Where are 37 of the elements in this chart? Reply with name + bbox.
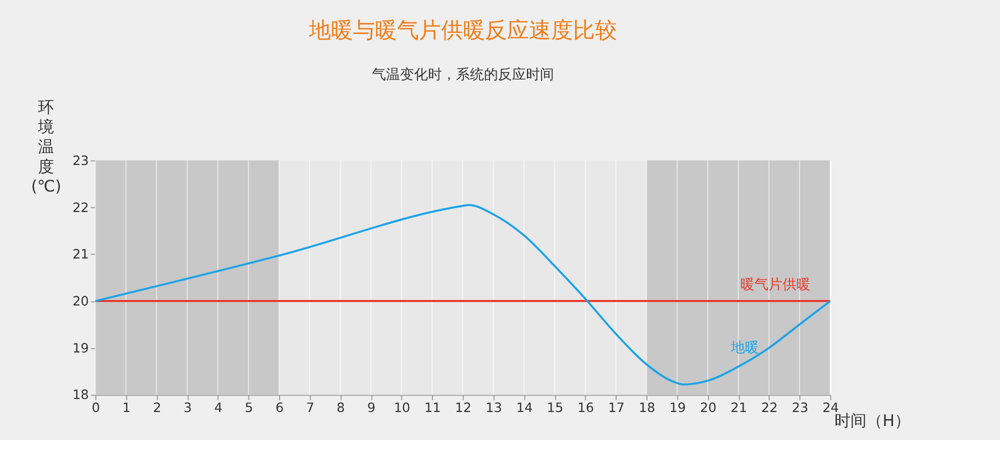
x-tick-label: 17 [608,401,625,416]
x-tick-label: 15 [546,401,564,416]
y-axis-title: 环境温度(℃) [31,97,62,196]
x-tick-label: 16 [578,401,594,416]
x-tick-label: 6 [275,401,284,416]
x-tick-label: 1 [122,401,131,416]
x-tick-label: 3 [184,401,192,416]
x-tick-label: 18 [638,401,656,416]
line-series [94,204,832,386]
x-tick-label: 14 [516,401,533,416]
x-axis-title: 时间（H） [834,411,911,430]
x-tick-label: 22 [761,401,778,416]
chart-title: 地暖与暖气片供暖反应速度比较 [308,18,617,44]
y-tick-label: 20 [72,294,89,310]
x-tick-label: 0 [92,401,100,416]
x-tick-label: 12 [455,401,472,416]
x-tick-label: 8 [336,401,345,416]
x-tick-label: 23 [792,401,808,416]
chart-subtitle: 气温变化时，系统的反应时间 [372,66,554,83]
x-tick-label: 5 [244,401,254,416]
x-tick-label: 13 [486,401,502,416]
x-tick-label: 10 [394,401,410,416]
x-tick-label: 11 [424,401,441,416]
x-tick-label: 4 [214,401,222,416]
x-tick-label: 9 [367,401,376,416]
y-tick-label: 21 [72,248,89,263]
y-tick-label: 23 [72,154,89,169]
series-label: 暖气片供暖 [740,277,810,294]
series-label: 地暖 [730,340,760,356]
x-tick-label: 7 [306,401,314,416]
x-tick-label: 21 [730,401,748,416]
y-tick-label: 18 [72,388,89,404]
x-tick-label: 19 [669,401,686,416]
y-tick-label: 22 [72,200,89,216]
y-tick-label: 19 [72,341,89,356]
x-tick-label: 20 [700,401,716,416]
x-tick-label: 2 [152,401,162,416]
